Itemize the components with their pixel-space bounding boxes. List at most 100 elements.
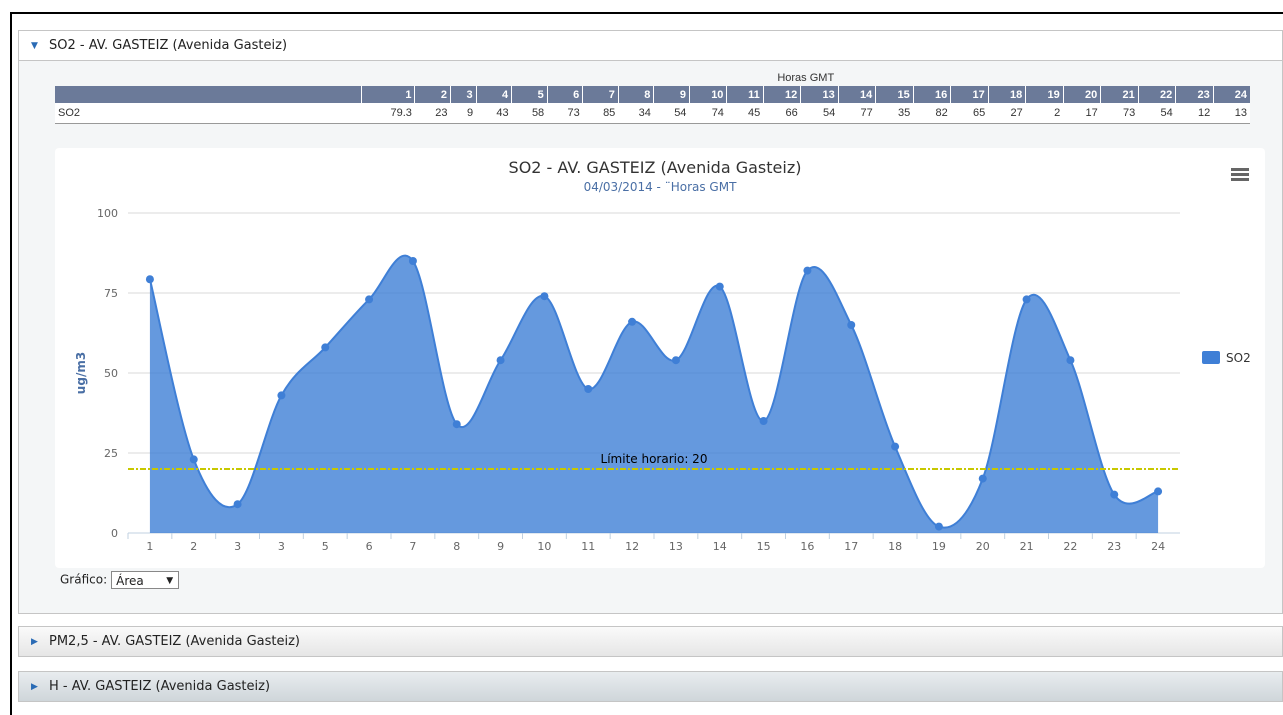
x-tick-label: 12 [625, 540, 639, 553]
point [189, 455, 198, 464]
header-cell: 11 [726, 86, 764, 103]
table-cell: SO2 [55, 103, 362, 124]
plot-line-label: Límite horario: 20 [601, 452, 708, 466]
table-cell: 2 [1025, 103, 1064, 124]
header-cell: 23 [1175, 86, 1214, 103]
data-table: Horas GMT 1 2 3 4 5 6 7 8 9 10 11 12 13 14 15 16 17 18 19 20… [55, 70, 1250, 124]
table-cell: 73 [547, 103, 583, 124]
x-tick-label: 13 [669, 540, 683, 553]
header-row: 1 2 3 4 5 6 7 8 9 10 11 12 13 14 15 16 17 18 19 20 21 22 23 24 [55, 86, 1250, 103]
select-arrow: ▼ [166, 576, 174, 586]
x-tick-label: 3 [278, 540, 285, 553]
menu-bar [1231, 168, 1249, 171]
point [628, 317, 637, 326]
table-cell: 23 [414, 103, 451, 124]
table-cell [55, 86, 362, 103]
point [233, 500, 242, 509]
legend-label: SO2 [1226, 351, 1251, 365]
point [715, 282, 724, 291]
header-cell: 10 [688, 86, 727, 103]
table-cell: 54 [653, 103, 690, 124]
panel-header[interactable]: ▶ H - AV. GASTEIZ (Avenida Gasteiz) [18, 671, 1283, 702]
point [934, 522, 943, 531]
point [847, 321, 856, 329]
table-caption: Horas GMT [777, 72, 835, 84]
x-tick-label: 10 [537, 540, 551, 553]
chart-control: Gráfico: Área ▼ [60, 571, 180, 589]
header-cell: 12 [762, 86, 801, 103]
table-cell: 45 [726, 103, 764, 124]
x-tick-label: 7 [409, 540, 416, 553]
x-tick-label: 16 [800, 540, 814, 553]
table-cell: 35 [875, 103, 914, 124]
point [1110, 490, 1119, 499]
header-cell: 6 [546, 86, 583, 103]
chart-select[interactable]: Área ▼ [111, 571, 180, 589]
header-cell: 13 [800, 86, 839, 103]
point [1066, 356, 1075, 365]
header-cell: 16 [912, 86, 951, 103]
control-label: Gráfico: [60, 572, 108, 587]
y-tick-label: 25 [104, 447, 118, 460]
header-cell: 21 [1100, 86, 1139, 103]
header-cell: 7 [582, 86, 619, 103]
chart: SO2 - AV. GASTEIZ (Avenida Gasteiz) 04/0… [74, 158, 1251, 553]
table-cell: 73 [1100, 103, 1139, 124]
data-row: SO2 79.3 23 9 43 58 73 85 34 54 74 45 66 54 77 35 82 65 27… [55, 103, 1250, 124]
table-cell: 82 [913, 103, 951, 124]
point [1022, 295, 1031, 304]
area [149, 255, 1159, 533]
header-cell: 14 [837, 86, 876, 103]
x-tick-label: 2 [190, 540, 197, 553]
point [145, 275, 154, 284]
table-cell: 66 [763, 103, 801, 124]
table-cell: 77 [838, 103, 876, 124]
x-tick-label: 5 [322, 540, 329, 553]
point [1154, 487, 1163, 496]
frame [10, 12, 1283, 715]
x-tick-label: 17 [844, 540, 858, 553]
point [321, 343, 330, 352]
table-cell: 79.3 [361, 103, 415, 124]
header-cell: 3 [450, 86, 477, 103]
x-tick-label: 24 [1151, 540, 1165, 553]
caption-row: Horas GMT [55, 70, 1250, 86]
table-cell: 13 [1213, 103, 1250, 124]
header-cell: 2 [414, 86, 451, 103]
expand-icon: ▶ [31, 682, 38, 692]
x-tick-label: 9 [497, 540, 504, 553]
point [803, 266, 812, 275]
point [891, 442, 900, 451]
table-cell: 74 [689, 103, 727, 124]
header-cell: 24 [1212, 86, 1250, 103]
point [759, 417, 768, 425]
panel-header[interactable]: ▼ SO2 - AV. GASTEIZ (Avenida Gasteiz) [18, 30, 1283, 61]
table-cell: 58 [511, 103, 548, 124]
point [408, 257, 417, 265]
point [452, 420, 461, 429]
header-cell: 18 [987, 86, 1026, 103]
line [148, 254, 1159, 529]
point [496, 356, 505, 365]
table-cell: 54 [800, 103, 839, 124]
x-tick-label: 6 [366, 540, 373, 553]
table-cell: 9 [450, 103, 477, 124]
x-tick-label: 22 [1063, 540, 1077, 553]
panel-title: SO2 - AV. GASTEIZ (Avenida Gasteiz) [49, 38, 288, 53]
table-cell: 12 [1175, 103, 1214, 124]
select-value: Área [116, 574, 144, 588]
x-tick-label: 11 [581, 540, 595, 553]
table-cell: 34 [618, 103, 654, 124]
point [584, 385, 593, 393]
point [365, 295, 374, 304]
x-tick-label: 20 [976, 540, 990, 553]
panel-header[interactable]: ▶ PM2,5 - AV. GASTEIZ (Avenida Gasteiz) [18, 626, 1283, 657]
menu-icon[interactable] [1231, 168, 1249, 181]
y-tick-label: 0 [111, 527, 118, 540]
y-tick-label: 100 [97, 207, 118, 220]
point [978, 474, 987, 483]
table-cell: 65 [950, 103, 989, 124]
header-cell: 22 [1137, 86, 1176, 103]
x-tick-label: 8 [453, 540, 460, 553]
chart-subtitle: 04/03/2014 - ¨Horas GMT [584, 180, 737, 194]
